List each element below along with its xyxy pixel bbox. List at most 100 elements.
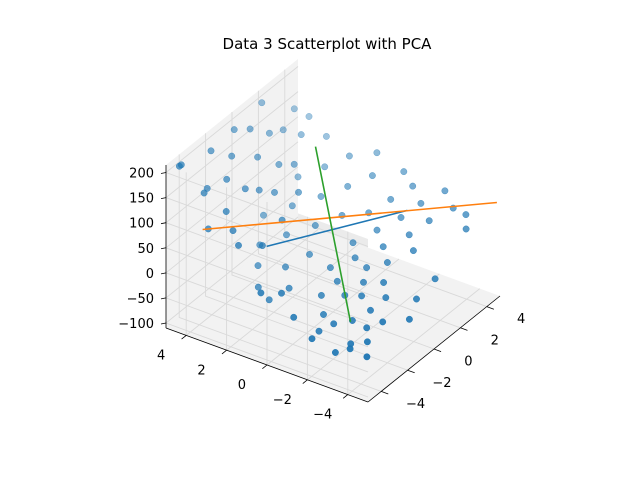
data-point [306, 250, 313, 258]
x-tick-mark [460, 327, 468, 331]
data-point [409, 182, 417, 190]
x-tick-mark [486, 306, 495, 310]
data-point [321, 163, 329, 171]
data-point [290, 105, 298, 113]
data-point [405, 315, 413, 323]
data-point [363, 264, 371, 272]
data-point [254, 153, 262, 161]
data-point [290, 313, 298, 321]
data-point [368, 172, 376, 180]
data-point [297, 131, 305, 139]
data-point [254, 283, 262, 291]
data-point [409, 247, 417, 255]
data-point [382, 294, 390, 302]
data-point [373, 226, 381, 234]
chart-title: Data 3 Scatterplot with PCA [223, 35, 433, 53]
data-point [358, 292, 366, 300]
data-point [207, 147, 215, 155]
data-points [175, 99, 470, 361]
data-point [311, 222, 319, 229]
z-tick-label: −100 [118, 317, 154, 332]
data-point [241, 185, 249, 193]
data-point [348, 317, 356, 324]
y-tick-label: −4 [313, 408, 332, 423]
data-point [367, 306, 374, 314]
data-point [363, 353, 371, 361]
data-point [462, 211, 470, 219]
z-tick-label: −50 [127, 292, 154, 307]
z-tick-mark [160, 322, 167, 325]
z-tick-label: 200 [129, 167, 154, 182]
z-tick-label: 0 [146, 267, 154, 282]
pca-lines [202, 146, 497, 323]
data-point [346, 345, 354, 353]
data-point [228, 152, 236, 160]
data-point [175, 162, 183, 170]
data-point [405, 231, 413, 239]
x-tick-mark [407, 369, 415, 374]
z-tick-label: 150 [129, 192, 154, 207]
x-tick-label: 0 [464, 355, 472, 370]
data-point [308, 335, 316, 343]
y-tick-mark [342, 394, 349, 399]
data-point [279, 126, 287, 134]
data-point [260, 211, 267, 219]
y-tick-label: 4 [157, 349, 165, 364]
data-point [400, 168, 408, 176]
data-point [265, 129, 273, 137]
data-point [425, 217, 433, 225]
data-point [326, 264, 334, 272]
data-point [230, 126, 238, 134]
data-point [223, 175, 231, 183]
y-tick-mark [262, 364, 268, 370]
data-point [315, 327, 323, 335]
data-point [387, 195, 395, 203]
data-point [330, 320, 338, 328]
pca-line [266, 209, 408, 248]
data-point [271, 188, 278, 196]
data-point [288, 202, 296, 210]
data-point [345, 152, 353, 160]
y-tick-mark [221, 349, 227, 355]
data-point [235, 241, 242, 249]
data-point [246, 125, 254, 133]
tick-labels: −4 −2 0 2 4 −4 −2 0 2 4 −100 −50 0 50 100 150 200 [118, 167, 525, 423]
pca-line [314, 146, 352, 323]
data-point [282, 263, 289, 271]
data-point [373, 149, 381, 157]
z-tick-label: 100 [129, 217, 154, 232]
x-tick-label: −4 [406, 397, 425, 412]
data-point [331, 349, 339, 356]
data-point [294, 173, 302, 181]
x-tick-label: 4 [517, 312, 525, 327]
data-point [317, 193, 325, 200]
z-tick-mark [160, 297, 167, 300]
x-tick-label: 2 [491, 333, 499, 348]
x-tick-mark [381, 391, 389, 395]
z-tick-mark [160, 197, 167, 199]
y-tick-mark [302, 379, 308, 384]
data-point [290, 160, 298, 168]
data-point [383, 259, 391, 266]
data-point [278, 289, 285, 297]
z-tick-mark [160, 172, 167, 174]
data-point [283, 231, 290, 239]
data-point [363, 324, 371, 332]
z-tick-label: 50 [137, 242, 154, 257]
data-point [200, 189, 208, 197]
z-tick-mark [160, 247, 167, 250]
data-point [431, 275, 439, 283]
grid-x [231, 112, 435, 350]
data-point [349, 239, 357, 247]
data-point [258, 242, 266, 250]
data-point [322, 132, 330, 140]
data-point [397, 214, 405, 221]
data-point [363, 338, 371, 346]
data-point [380, 279, 388, 286]
y-tick-label: 2 [197, 363, 205, 378]
x-tick-mark [433, 348, 442, 352]
data-point [305, 113, 313, 120]
y-tick-label: 0 [238, 378, 246, 393]
data-point [351, 254, 359, 262]
